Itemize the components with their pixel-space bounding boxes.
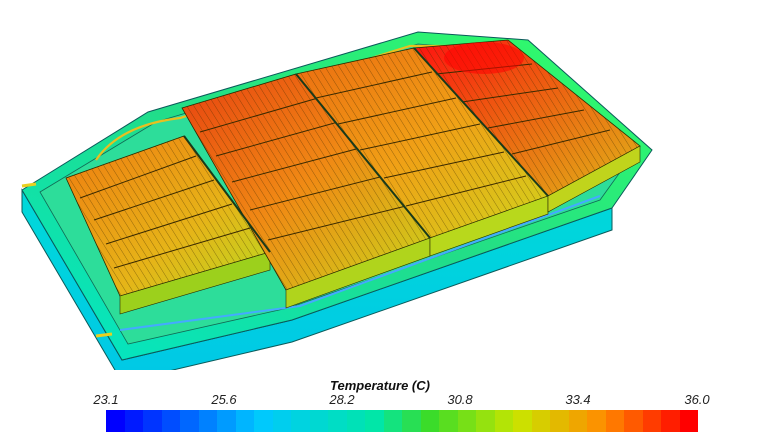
legend-tick-label: 23.1: [93, 392, 119, 407]
colorbar-band: [291, 410, 310, 432]
module-group-center-left[interactable]: [181, 73, 431, 309]
module-group-right[interactable]: [413, 39, 641, 213]
legend-tick-labels: 23.1 25.6 28.2 30.8 33.4 36.0: [0, 392, 760, 408]
colorbar-band: [568, 410, 587, 432]
module-separators: [183, 47, 549, 253]
colorbar-band: [254, 410, 273, 432]
colorbar-band: [235, 410, 254, 432]
colorbar-band: [124, 410, 143, 432]
colorbar-band: [180, 410, 199, 432]
legend-tick-label: 33.4: [565, 392, 591, 407]
colorbar-band: [457, 410, 476, 432]
thermal-3d-viewport[interactable]: [0, 0, 760, 370]
module-group-center-right[interactable]: [295, 47, 549, 257]
colorbar-band: [217, 410, 236, 432]
colorbar-band: [365, 410, 384, 432]
colorbar-band: [106, 410, 125, 432]
colorbar-band: [143, 410, 162, 432]
legend-tick-label: 36.0: [684, 392, 710, 407]
colorbar-band: [198, 410, 217, 432]
colorbar-band: [642, 410, 661, 432]
colorbar-band: [383, 410, 402, 432]
legend-tick-label: 28.2: [329, 392, 355, 407]
colorbar-band: [513, 410, 532, 432]
colorbar-band: [272, 410, 291, 432]
legend-tick-label: 30.8: [447, 392, 473, 407]
colorbar-band: [679, 410, 698, 432]
colorbar-band: [420, 410, 439, 432]
colorbar-band: [346, 410, 365, 432]
colorbar-band: [161, 410, 180, 432]
colorbar-band: [439, 410, 458, 432]
colorbar-band: [587, 410, 606, 432]
colorbar-band: [494, 410, 513, 432]
colorbar-band: [402, 410, 421, 432]
colorbar-band: [328, 410, 347, 432]
colorbar-band: [550, 410, 569, 432]
colorbar-band: [605, 410, 624, 432]
legend-title: Temperature (C): [330, 378, 430, 393]
module-group-left[interactable]: [65, 135, 271, 315]
temperature-colorbar: [106, 410, 698, 432]
colorbar-band: [309, 410, 328, 432]
colorbar-band: [476, 410, 495, 432]
colorbar-band: [531, 410, 550, 432]
colorbar-band: [624, 410, 643, 432]
colorbar-band: [661, 410, 680, 432]
legend-tick-label: 25.6: [211, 392, 237, 407]
